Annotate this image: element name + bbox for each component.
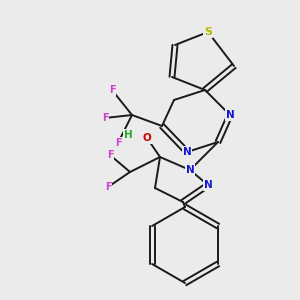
Text: F: F	[107, 150, 113, 160]
Text: F: F	[115, 138, 121, 148]
Text: N: N	[204, 180, 212, 190]
Text: O: O	[142, 133, 152, 143]
Text: F: F	[105, 182, 111, 192]
Text: F: F	[109, 85, 115, 95]
Text: N: N	[226, 110, 234, 120]
Text: H: H	[124, 130, 132, 140]
Text: F: F	[102, 113, 108, 123]
Text: N: N	[183, 147, 191, 157]
Text: S: S	[204, 27, 212, 37]
Text: N: N	[186, 165, 194, 175]
